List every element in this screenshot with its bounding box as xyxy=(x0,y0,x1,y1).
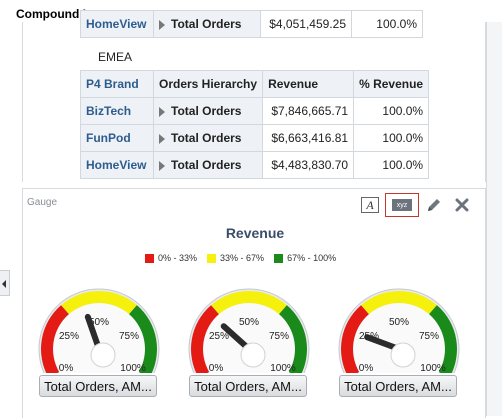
pivot-table-top: HomeView Total Orders $4,051,459.25 100.… xyxy=(80,10,423,38)
gauge-measure-button[interactable]: Total Orders, AM... xyxy=(189,375,307,397)
gauge-panel: Gauge A xyz Revenue 0% - 33% 33% - 67% 6… xyxy=(22,188,486,418)
brand-link[interactable]: FunPod xyxy=(80,124,154,152)
revenue-cell: $6,663,416.81 xyxy=(262,124,355,152)
gauge-tick-label: 25% xyxy=(59,331,79,342)
table-row: BizTech Total Orders $7,846,665.71 100.0… xyxy=(80,97,430,125)
gauge-tick-label: 100% xyxy=(420,363,446,373)
pct-revenue-cell: 100.0% xyxy=(353,124,430,152)
expand-triangle-icon[interactable] xyxy=(159,160,165,171)
gauge-inner-face xyxy=(53,303,145,373)
legend-label: 67% - 100% xyxy=(287,253,337,263)
hierarchy-label: Total Orders xyxy=(171,17,242,31)
hierarchy-label: Total Orders xyxy=(171,104,242,118)
header-revenue[interactable]: Revenue xyxy=(262,70,355,98)
pct-revenue-cell: 100.0% xyxy=(353,151,430,179)
gauge-2: 0% 25% 50% 75% 100% Total Orders, AM... xyxy=(187,281,317,401)
gauge-needle xyxy=(84,313,102,352)
pencil-icon[interactable] xyxy=(423,195,445,215)
gauge-hub xyxy=(90,342,116,368)
expand-triangle-icon[interactable] xyxy=(159,106,165,117)
text-format-glyph: A xyxy=(366,197,374,212)
expand-triangle-icon[interactable] xyxy=(159,19,165,30)
brand-link[interactable]: BizTech xyxy=(80,97,154,125)
gauge-band-red xyxy=(191,305,219,373)
hierarchy-label: Total Orders xyxy=(171,131,242,145)
xyz-glyph: xyz xyxy=(392,199,412,211)
header-orders-hierarchy[interactable]: Orders Hierarchy xyxy=(152,70,264,98)
legend-swatch-yellow xyxy=(207,253,217,263)
gauge-tick-label: 75% xyxy=(119,331,139,342)
gauge-tick-label: 50% xyxy=(389,317,409,328)
legend-label: 33% - 67% xyxy=(220,253,265,263)
revenue-cell: $4,051,459.25 xyxy=(260,10,352,38)
table-header-row: P4 Brand Orders Hierarchy Revenue % Reve… xyxy=(80,70,430,98)
gauge-title: Revenue xyxy=(225,225,285,241)
legend-label: 0% - 33% xyxy=(158,253,198,263)
gauge-measure-button[interactable]: Total Orders, AM... xyxy=(339,375,457,397)
gauge-legend: 0% - 33% 33% - 67% 67% - 100% xyxy=(145,253,336,263)
gauge-inner-face xyxy=(353,303,445,373)
brand-link[interactable]: HomeView xyxy=(80,10,154,38)
revenue-cell: $7,846,665.71 xyxy=(262,97,355,125)
legend-swatch-green xyxy=(274,253,284,263)
table-row: HomeView Total Orders $4,483,830.70 100.… xyxy=(80,151,430,179)
collapse-handle[interactable] xyxy=(0,270,10,296)
gauge-tick-label: 75% xyxy=(419,331,439,342)
gauge-tick-label: 0% xyxy=(59,363,74,373)
gauge-band-green xyxy=(429,305,457,373)
table-row: FunPod Total Orders $6,663,416.81 100.0% xyxy=(80,124,430,152)
pct-revenue-cell: 100.0% xyxy=(353,97,430,125)
hierarchy-cell[interactable]: Total Orders xyxy=(153,10,261,38)
pivot-table: P4 Brand Orders Hierarchy Revenue % Reve… xyxy=(80,70,430,179)
gauge-band-green xyxy=(129,305,157,373)
brand-link[interactable]: HomeView xyxy=(80,151,154,179)
header-pct-revenue[interactable]: % Revenue xyxy=(353,70,430,98)
gauge-measure-button[interactable]: Total Orders, AM... xyxy=(39,375,157,397)
gauge-dial: 0%25%50%75%100% xyxy=(338,288,460,373)
gauge-hub xyxy=(240,342,266,368)
gauge-tick-label: 0% xyxy=(209,363,224,373)
hierarchy-cell[interactable]: Total Orders xyxy=(152,151,264,179)
legend-item: 0% - 33% xyxy=(145,253,197,263)
gauge-tick-label: 75% xyxy=(269,331,289,342)
header-p4-brand[interactable]: P4 Brand xyxy=(80,70,154,98)
hierarchy-cell[interactable]: Total Orders xyxy=(152,97,264,125)
gauge-band-yellow xyxy=(61,291,137,315)
gauge-dial: 0% 25% 50% 75% 100% xyxy=(38,288,160,373)
gauge-hub xyxy=(390,342,416,368)
pct-revenue-cell: 100.0% xyxy=(351,10,423,38)
gauge-tick-label: 100% xyxy=(120,363,146,373)
close-icon[interactable] xyxy=(451,195,473,215)
gauge-band-red xyxy=(41,305,69,373)
gauge-tick-label: 25% xyxy=(209,331,229,342)
gauge-band-red xyxy=(341,305,369,373)
legend-swatch-red xyxy=(145,253,154,263)
gauge-inner-face xyxy=(203,303,295,373)
expand-triangle-icon[interactable] xyxy=(159,133,165,144)
hierarchy-cell[interactable]: Total Orders xyxy=(152,124,264,152)
table-row: HomeView Total Orders $4,051,459.25 100.… xyxy=(80,10,423,38)
text-format-icon[interactable]: A xyxy=(361,197,379,213)
gauge-tick-label: 50% xyxy=(89,317,109,328)
region-label: EMEA xyxy=(98,50,133,64)
hierarchy-label: Total Orders xyxy=(171,158,242,172)
pivot-panel xyxy=(22,22,486,182)
gauge-band-green xyxy=(279,305,307,373)
gauge-tick-label: 0% xyxy=(359,363,374,373)
gauge-needle xyxy=(220,323,252,352)
gauge-band-yellow xyxy=(211,291,287,315)
gauge-dial: 0% 25% 50% 75% 100% xyxy=(188,288,310,373)
legend-item: 67% - 100% xyxy=(274,253,336,263)
gauge-tick-label: 100% xyxy=(270,363,296,373)
gauge-section-label: Gauge xyxy=(27,197,58,208)
gauge-band-yellow xyxy=(361,291,437,315)
revenue-cell: $4,483,830.70 xyxy=(262,151,355,179)
scrollbar[interactable] xyxy=(486,22,502,416)
gauge-1: 0% 25% 50% 75% 100% Total Orders, AM... xyxy=(37,281,167,401)
legend-item: 33% - 67% xyxy=(207,253,264,263)
gauge-tick-label: 50% xyxy=(239,317,259,328)
gauge-3: 0%25%50%75%100% Total Orders, AM... xyxy=(337,281,467,401)
xyz-icon[interactable]: xyz xyxy=(385,193,419,217)
